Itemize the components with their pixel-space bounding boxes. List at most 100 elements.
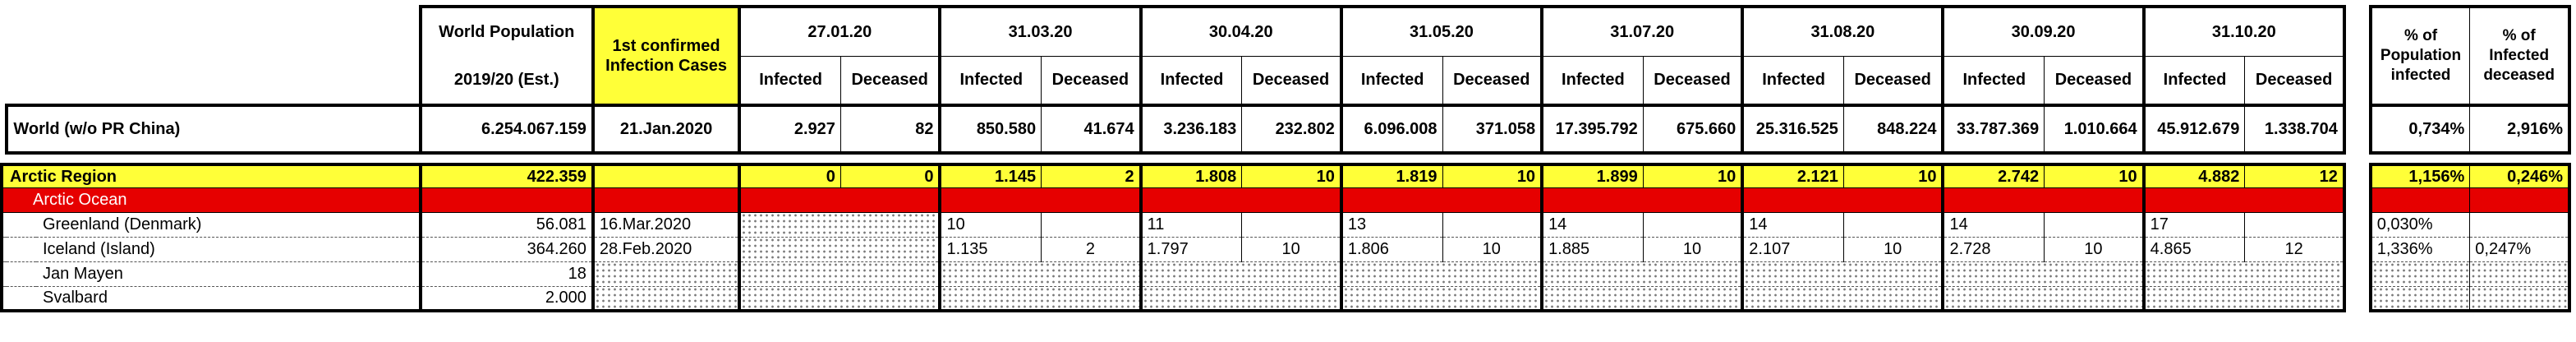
world-infected-2: 850.580 — [938, 104, 1042, 155]
no-data-pattern — [1742, 286, 1945, 312]
world-infected-3: 3.236.183 — [1138, 104, 1243, 155]
iceland-infected-5: 1.885 — [1542, 237, 1644, 262]
arctic-ocean-cell-7 — [1943, 187, 2146, 213]
greenland-deceased-4 — [1442, 212, 1544, 238]
date-header-7: 30.09.20 — [1941, 5, 2146, 56]
infected-header-1: Infected — [738, 55, 841, 105]
iceland-deceased-8: 12 — [2244, 237, 2346, 262]
world-deceased-3: 232.802 — [1241, 104, 1343, 155]
no-data-pattern — [2469, 261, 2572, 287]
pct-infected-header: % of Infected deceased — [2469, 5, 2572, 105]
no-data-pattern — [2469, 286, 2572, 312]
infected-header-7: Infected — [1941, 55, 2045, 105]
arctic-region-row: Arctic Region 422.359 0 0 1.145 2 1.808 … — [0, 163, 2572, 188]
arctic-deceased-6: 10 — [1843, 163, 1945, 188]
world-deceased-4: 371.058 — [1442, 104, 1544, 155]
arctic-infected-3: 1.808 — [1140, 163, 1243, 188]
iceland-infected-6: 2.107 — [1742, 237, 1844, 262]
arctic-region-first-case — [592, 163, 742, 188]
world-infected-7: 33.787.369 — [1941, 104, 2045, 155]
world-pct-infected: 2,916% — [2469, 104, 2572, 155]
greenland-infected-3: 11 — [1140, 212, 1243, 238]
no-data-pattern — [739, 237, 942, 262]
greenland-infected-4: 13 — [1341, 212, 1443, 238]
no-data-pattern — [1542, 286, 1745, 312]
world-infected-5: 17.395.792 — [1540, 104, 1644, 155]
greenland-deceased-2 — [1041, 212, 1143, 238]
no-data-pattern — [1943, 286, 2146, 312]
deceased-header-2: Deceased — [1041, 55, 1143, 105]
arctic-ocean-row: Arctic Ocean — [0, 187, 2572, 213]
world-name: World (w/o PR China) — [5, 104, 422, 155]
row-name-svalbard: Svalbard — [0, 286, 422, 312]
no-data-pattern — [1341, 286, 1544, 312]
arctic-deceased-4: 10 — [1442, 163, 1544, 188]
greenland-infected-6: 14 — [1742, 212, 1844, 238]
world-population-header: World Population — [418, 5, 595, 56]
arctic-ocean-name: Arctic Ocean — [0, 187, 422, 213]
world-deceased-1: 82 — [840, 104, 942, 155]
table-row: Svalbard 2.000 — [0, 286, 2572, 312]
spacer-row — [2, 0, 2569, 7]
world-deceased-8: 1.338.704 — [2244, 104, 2346, 155]
world-infected-6: 25.316.525 — [1741, 104, 1844, 155]
arctic-infected-6: 2.121 — [1742, 163, 1844, 188]
arctic-ocean-first-case — [592, 187, 742, 213]
no-data-pattern — [1140, 261, 1343, 287]
no-data-pattern — [1140, 286, 1343, 312]
row-population-iceland: 364.260 — [420, 237, 595, 262]
greenland-pct-infected — [2469, 212, 2572, 238]
date-header-4: 31.05.20 — [1339, 5, 1544, 56]
row-first-case-greenland: 16.Mar.2020 — [592, 212, 742, 238]
row-first-case-iceland: 28.Feb.2020 — [592, 237, 742, 262]
iceland-pct-population: 1,336% — [2368, 237, 2471, 262]
header-row-sub: 2019/20 (Est.) Infected Deceased Infecte… — [2, 55, 2569, 105]
greenland-infected-8: 17 — [2143, 212, 2246, 238]
infected-header-6: Infected — [1741, 55, 1844, 105]
arctic-infected-7: 2.742 — [1943, 163, 2045, 188]
world-deceased-7: 1.010.664 — [2044, 104, 2146, 155]
date-header-8: 31.10.20 — [2141, 5, 2346, 56]
world-deceased-5: 675.660 — [1643, 104, 1745, 155]
date-header-3: 30.04.20 — [1138, 5, 1343, 56]
no-data-pattern — [1542, 261, 1745, 287]
arctic-deceased-2: 2 — [1041, 163, 1143, 188]
arctic-deceased-5: 10 — [1643, 163, 1745, 188]
world-infected-1: 2.927 — [738, 104, 841, 155]
row-name-greenland: Greenland (Denmark) — [0, 212, 422, 238]
infected-header-4: Infected — [1339, 55, 1443, 105]
world-deceased-6: 848.224 — [1843, 104, 1945, 155]
row-population-greenland: 56.081 — [420, 212, 595, 238]
no-data-pattern — [940, 261, 1143, 287]
infected-header-3: Infected — [1138, 55, 1243, 105]
infected-header-8: Infected — [2141, 55, 2246, 105]
deceased-header-6: Deceased — [1843, 55, 1945, 105]
date-header-5: 31.07.20 — [1540, 5, 1745, 56]
iceland-infected-4: 1.806 — [1341, 237, 1443, 262]
arctic-pct-infected: 0,246% — [2469, 163, 2572, 188]
greenland-pct-population: 0,030% — [2368, 212, 2471, 238]
greenland-deceased-5 — [1643, 212, 1745, 238]
date-header-6: 31.08.20 — [1741, 5, 1945, 56]
no-data-pattern — [1943, 261, 2146, 287]
iceland-deceased-3: 10 — [1241, 237, 1343, 262]
iceland-infected-3: 1.797 — [1140, 237, 1243, 262]
iceland-deceased-5: 10 — [1643, 237, 1745, 262]
first-confirmed-header: 1st confirmed Infection Cases — [591, 5, 742, 105]
arctic-ocean-pct-infected — [2469, 187, 2572, 213]
arctic-infected-8: 4.882 — [2143, 163, 2246, 188]
arctic-ocean-cell-2 — [940, 187, 1143, 213]
header-row-dates: World Population 1st confirmed Infection… — [2, 5, 2572, 105]
iceland-deceased-4: 10 — [1442, 237, 1544, 262]
date-header-1: 27.01.20 — [738, 5, 942, 56]
iceland-pct-infected: 0,247% — [2469, 237, 2572, 262]
arctic-ocean-cell-3 — [1140, 187, 1343, 213]
deceased-header-4: Deceased — [1442, 55, 1544, 105]
arctic-ocean-cell-5 — [1542, 187, 1745, 213]
arctic-region-population: 422.359 — [420, 163, 595, 188]
arctic-infected-1: 0 — [739, 163, 841, 188]
world-infected-4: 6.096.008 — [1339, 104, 1443, 155]
arctic-infected-2: 1.145 — [940, 163, 1042, 188]
no-data-pattern — [739, 212, 942, 238]
iceland-deceased-2: 2 — [1041, 237, 1143, 262]
